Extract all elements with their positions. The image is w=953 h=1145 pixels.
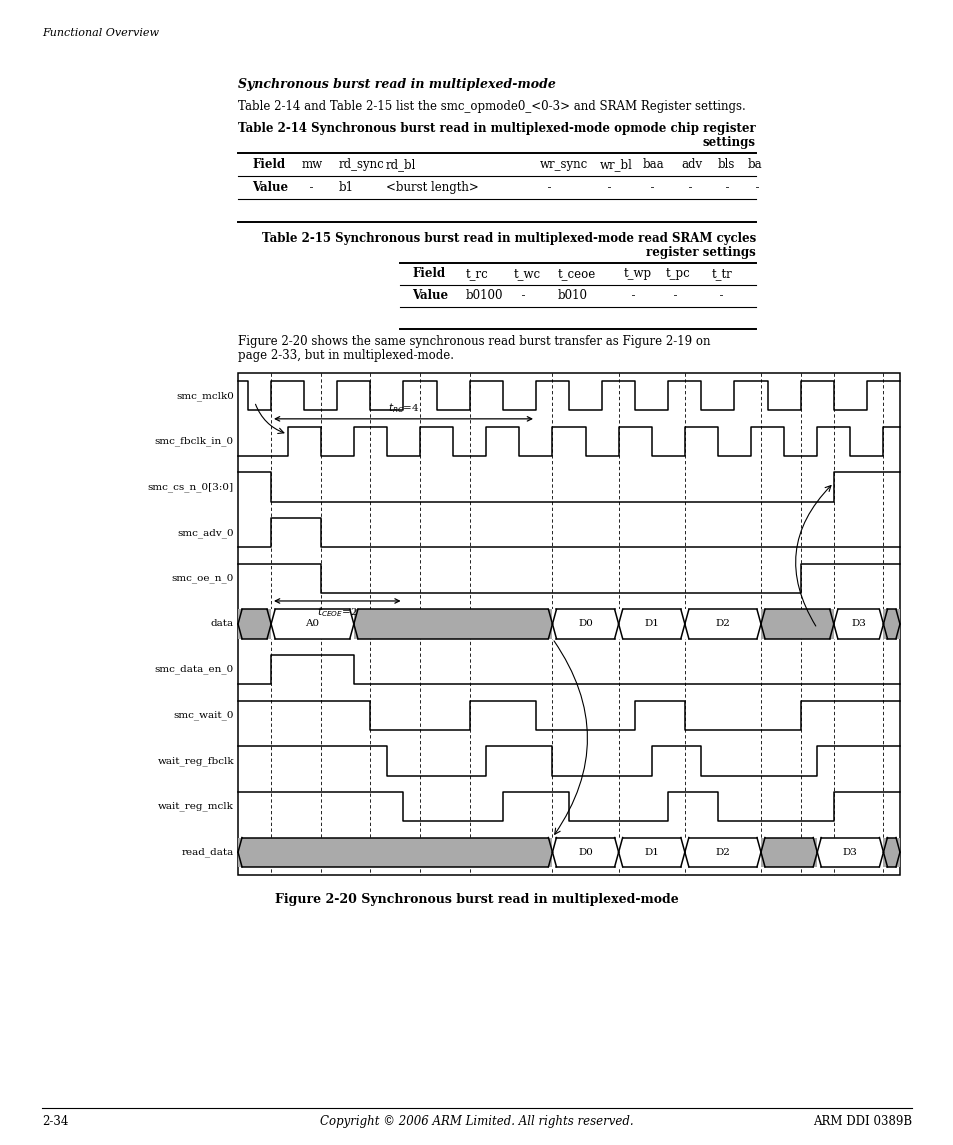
Text: D3: D3 bbox=[842, 847, 857, 856]
Bar bbox=[271, 609, 354, 639]
Text: register settings: register settings bbox=[645, 246, 755, 259]
Text: baa: baa bbox=[642, 158, 664, 171]
Text: t_wc: t_wc bbox=[514, 267, 540, 281]
Text: smc_data_en_0: smc_data_en_0 bbox=[154, 665, 233, 674]
Text: rd_bl: rd_bl bbox=[386, 158, 416, 171]
Text: -: - bbox=[711, 289, 722, 302]
Text: read_data: read_data bbox=[182, 847, 233, 856]
Text: t_ceoe: t_ceoe bbox=[558, 267, 596, 281]
Bar bbox=[684, 838, 760, 867]
Text: ARM DDI 0389B: ARM DDI 0389B bbox=[812, 1115, 911, 1128]
Text: Copyright © 2006 ARM Limited. All rights reserved.: Copyright © 2006 ARM Limited. All rights… bbox=[320, 1115, 633, 1128]
Bar bbox=[354, 609, 552, 639]
Bar bbox=[760, 609, 833, 639]
Text: -: - bbox=[539, 181, 551, 194]
Text: t_rc: t_rc bbox=[465, 267, 488, 281]
Text: D0: D0 bbox=[578, 619, 593, 629]
Bar bbox=[882, 838, 899, 867]
Bar bbox=[618, 609, 684, 639]
Text: smc_adv_0: smc_adv_0 bbox=[177, 528, 233, 537]
Text: smc_oe_n_0: smc_oe_n_0 bbox=[172, 574, 233, 583]
Text: smc_cs_n_0[3:0]: smc_cs_n_0[3:0] bbox=[148, 482, 233, 492]
Text: D1: D1 bbox=[643, 619, 659, 629]
Text: -: - bbox=[665, 289, 677, 302]
Text: data: data bbox=[211, 619, 233, 629]
Text: <burst length>: <burst length> bbox=[386, 181, 478, 194]
Text: A0: A0 bbox=[305, 619, 319, 629]
Text: Functional Overview: Functional Overview bbox=[42, 27, 159, 38]
Text: b0100: b0100 bbox=[465, 289, 503, 302]
Text: t_pc: t_pc bbox=[665, 267, 690, 281]
Text: -: - bbox=[599, 181, 611, 194]
Text: adv: adv bbox=[680, 158, 701, 171]
Bar bbox=[618, 838, 684, 867]
Text: Figure 2-20 Synchronous burst read in multiplexed-mode: Figure 2-20 Synchronous burst read in mu… bbox=[274, 893, 679, 906]
Text: smc_mclk0: smc_mclk0 bbox=[176, 390, 233, 401]
Text: -: - bbox=[718, 181, 729, 194]
Text: rd_sync: rd_sync bbox=[338, 158, 384, 171]
Text: wr_sync: wr_sync bbox=[539, 158, 588, 171]
Text: D1: D1 bbox=[643, 847, 659, 856]
Text: -: - bbox=[747, 181, 759, 194]
Text: Synchronous burst read in multiplexed-mode: Synchronous burst read in multiplexed-mo… bbox=[237, 78, 556, 90]
Text: b1: b1 bbox=[338, 181, 354, 194]
Bar bbox=[237, 838, 552, 867]
Bar bbox=[237, 373, 899, 875]
Text: smc_wait_0: smc_wait_0 bbox=[173, 710, 233, 720]
Text: Table 2-14 Synchronous burst read in multiplexed-mode opmode chip register: Table 2-14 Synchronous burst read in mul… bbox=[238, 123, 755, 135]
Text: mw: mw bbox=[302, 158, 323, 171]
Text: $t_{CEOE}$=2: $t_{CEOE}$=2 bbox=[316, 605, 357, 618]
Text: wait_reg_fbclk: wait_reg_fbclk bbox=[157, 756, 233, 766]
Text: -: - bbox=[680, 181, 692, 194]
Text: wr_bl: wr_bl bbox=[599, 158, 632, 171]
Text: Table 2-14 and Table 2-15 list the smc_opmode0_<0-3> and SRAM Register settings.: Table 2-14 and Table 2-15 list the smc_o… bbox=[237, 100, 745, 113]
Text: Value: Value bbox=[252, 181, 288, 194]
Text: D2: D2 bbox=[715, 847, 730, 856]
Text: ba: ba bbox=[747, 158, 761, 171]
Text: D0: D0 bbox=[578, 847, 593, 856]
Text: Value: Value bbox=[412, 289, 448, 302]
Text: D2: D2 bbox=[715, 619, 730, 629]
Bar bbox=[684, 609, 760, 639]
Text: page 2-33, but in multiplexed-mode.: page 2-33, but in multiplexed-mode. bbox=[237, 349, 454, 362]
Bar bbox=[552, 838, 618, 867]
Text: D3: D3 bbox=[850, 619, 865, 629]
Bar bbox=[817, 838, 882, 867]
Text: wait_reg_mclk: wait_reg_mclk bbox=[158, 802, 233, 812]
Text: Field: Field bbox=[252, 158, 285, 171]
Text: -: - bbox=[302, 181, 314, 194]
Text: t_wp: t_wp bbox=[623, 267, 652, 281]
Text: Field: Field bbox=[412, 267, 445, 281]
Text: $t_{RC}$=4: $t_{RC}$=4 bbox=[388, 401, 418, 414]
Text: t_tr: t_tr bbox=[711, 267, 732, 281]
Text: Figure 2-20 shows the same synchronous read burst transfer as Figure 2-19 on: Figure 2-20 shows the same synchronous r… bbox=[237, 335, 710, 348]
Bar bbox=[552, 609, 618, 639]
Bar bbox=[882, 609, 899, 639]
Text: b010: b010 bbox=[558, 289, 587, 302]
Text: bls: bls bbox=[718, 158, 735, 171]
Text: -: - bbox=[514, 289, 525, 302]
Bar bbox=[237, 609, 271, 639]
Bar bbox=[760, 838, 817, 867]
Text: smc_fbclk_in_0: smc_fbclk_in_0 bbox=[154, 436, 233, 447]
Text: settings: settings bbox=[702, 136, 755, 149]
Text: Table 2-15 Synchronous burst read in multiplexed-mode read SRAM cycles: Table 2-15 Synchronous burst read in mul… bbox=[261, 232, 755, 245]
Text: 2-34: 2-34 bbox=[42, 1115, 69, 1128]
Bar bbox=[833, 609, 882, 639]
Text: -: - bbox=[623, 289, 635, 302]
Text: -: - bbox=[642, 181, 654, 194]
